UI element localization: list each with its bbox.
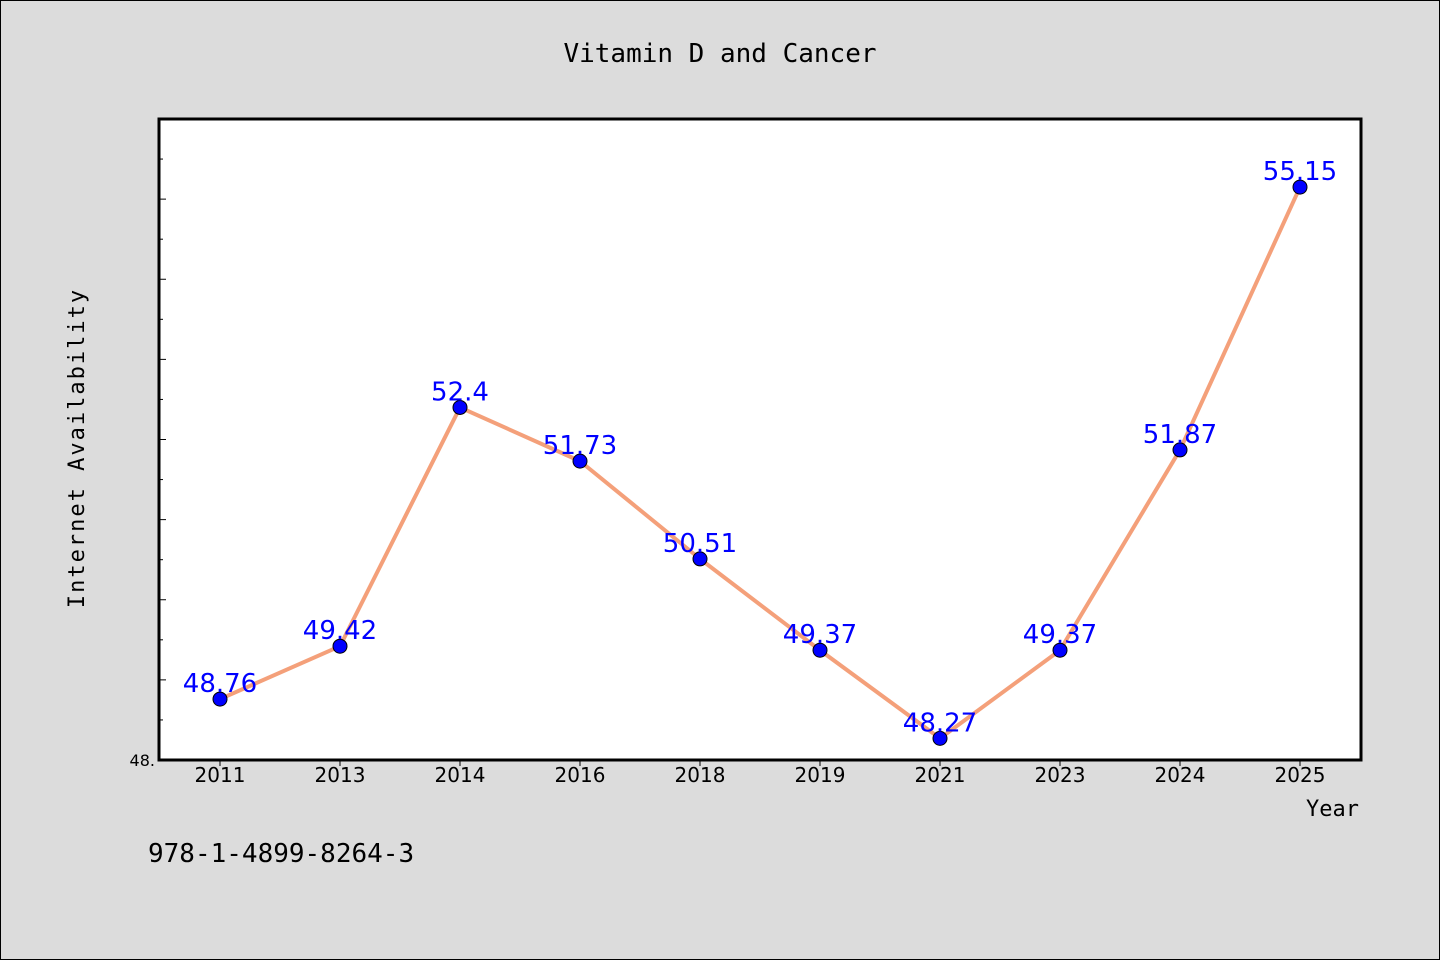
x-tick-label: 2011 [195,763,246,787]
data-label: 51.87 [1143,420,1217,450]
data-point [1292,179,1308,195]
x-tick-label: 2016 [555,763,606,787]
data-point [1052,642,1068,658]
data-point [812,642,828,658]
series-group: 48.76 49.42 52.4 51.73 50.51 49.37 48.27 49.37 5… [183,157,1337,746]
y-tick-label: 48. [130,751,155,770]
y-axis-label: Internet Availability [65,288,90,608]
data-point [212,691,228,707]
isbn-text: 978-1-4899-8264-3 [148,839,414,869]
data-label: 49.37 [783,620,857,650]
chart-title: Vitamin D and Cancer [563,39,876,69]
x-axis: 2011 2013 2014 2016 2018 2019 2021 2023 2024 2025 [195,760,1326,787]
data-point [572,453,588,469]
series-line [218,185,1302,741]
data-point [452,399,468,415]
data-label: 52.4 [431,377,489,407]
y-axis-ticks [159,118,166,761]
data-label: 51.73 [543,431,617,461]
data-label: 55.15 [1263,157,1337,187]
x-tick-label: 2018 [675,763,726,787]
x-tick-label: 2014 [435,763,486,787]
x-tick-label: 2019 [795,763,846,787]
data-point [332,638,348,654]
data-label: 50.51 [663,529,737,559]
data-label: 49.42 [303,616,377,646]
data-label: 48.27 [903,708,977,738]
x-tick-label: 2024 [1155,763,1206,787]
x-tick-label: 2023 [1035,763,1086,787]
x-tick-label: 2013 [315,763,366,787]
data-label: 48.76 [183,669,257,699]
data-point [692,551,708,567]
x-axis-label: Year [1306,797,1359,822]
plot-area [157,117,1363,762]
x-tick-label: 2021 [915,763,966,787]
data-label: 49.37 [1023,620,1097,650]
data-point [932,730,948,746]
x-tick-label: 2025 [1275,763,1326,787]
data-point [1172,442,1188,458]
